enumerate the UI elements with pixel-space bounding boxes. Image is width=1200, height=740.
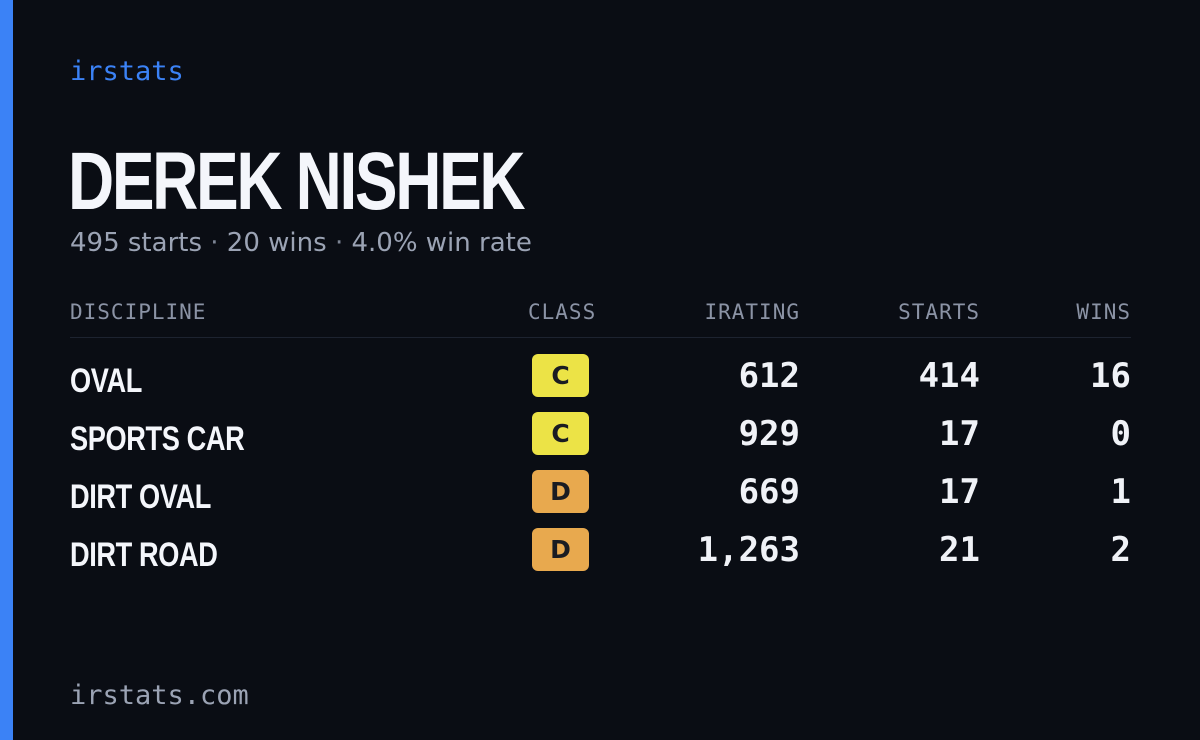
table-row: SPORTS CAR C 929 17 0	[70, 410, 1131, 468]
starts-value: 414	[918, 356, 980, 396]
irating-value: 1,263	[697, 530, 800, 570]
table-row: OVAL C 612 414 16	[70, 352, 1131, 410]
driver-name: DEREK NISHEK	[68, 136, 526, 227]
license-class-badge: C	[532, 354, 589, 397]
summary-wins: 20 wins	[226, 228, 327, 258]
summary-starts: 495 starts	[70, 228, 202, 258]
stats-table-header: DISCIPLINE CLASS IRATING STARTS WINS	[70, 300, 1131, 338]
header-wins: WINS	[1076, 300, 1131, 324]
starts-value: 21	[939, 530, 980, 570]
discipline-name: SPORTS CAR	[70, 420, 245, 458]
stats-table-body: OVAL C 612 414 16 SPORTS CAR C 929 17 0 …	[70, 352, 1131, 584]
wins-value: 2	[1110, 530, 1131, 570]
header-starts: STARTS	[898, 300, 980, 324]
table-row: DIRT ROAD D 1,263 21 2	[70, 526, 1131, 584]
brand-logo-text[interactable]: irstats	[70, 56, 184, 87]
license-class-badge: D	[532, 470, 589, 513]
summary-separator: ·	[210, 228, 219, 258]
starts-value: 17	[939, 414, 980, 454]
irating-value: 669	[738, 472, 800, 512]
header-discipline: DISCIPLINE	[70, 300, 207, 324]
table-row: DIRT OVAL D 669 17 1	[70, 468, 1131, 526]
wins-value: 0	[1110, 414, 1131, 454]
discipline-name: DIRT ROAD	[70, 536, 218, 574]
license-class-badge: D	[532, 528, 589, 571]
summary-win-rate: 4.0% win rate	[351, 228, 532, 258]
discipline-name: DIRT OVAL	[70, 478, 211, 516]
header-class: CLASS	[528, 300, 597, 324]
wins-value: 1	[1110, 472, 1131, 512]
starts-value: 17	[939, 472, 980, 512]
summary-separator: ·	[334, 228, 344, 258]
header-irating: IRATING	[704, 300, 800, 324]
footer-site-url[interactable]: irstats.com	[70, 680, 249, 711]
license-class-badge: C	[532, 412, 589, 455]
irating-value: 929	[738, 414, 800, 454]
irating-value: 612	[738, 356, 800, 396]
driver-summary: 495 starts · 20 wins · 4.0% win rate	[70, 228, 532, 258]
discipline-name: OVAL	[70, 362, 142, 400]
wins-value: 16	[1090, 356, 1131, 396]
accent-bar	[0, 0, 13, 740]
